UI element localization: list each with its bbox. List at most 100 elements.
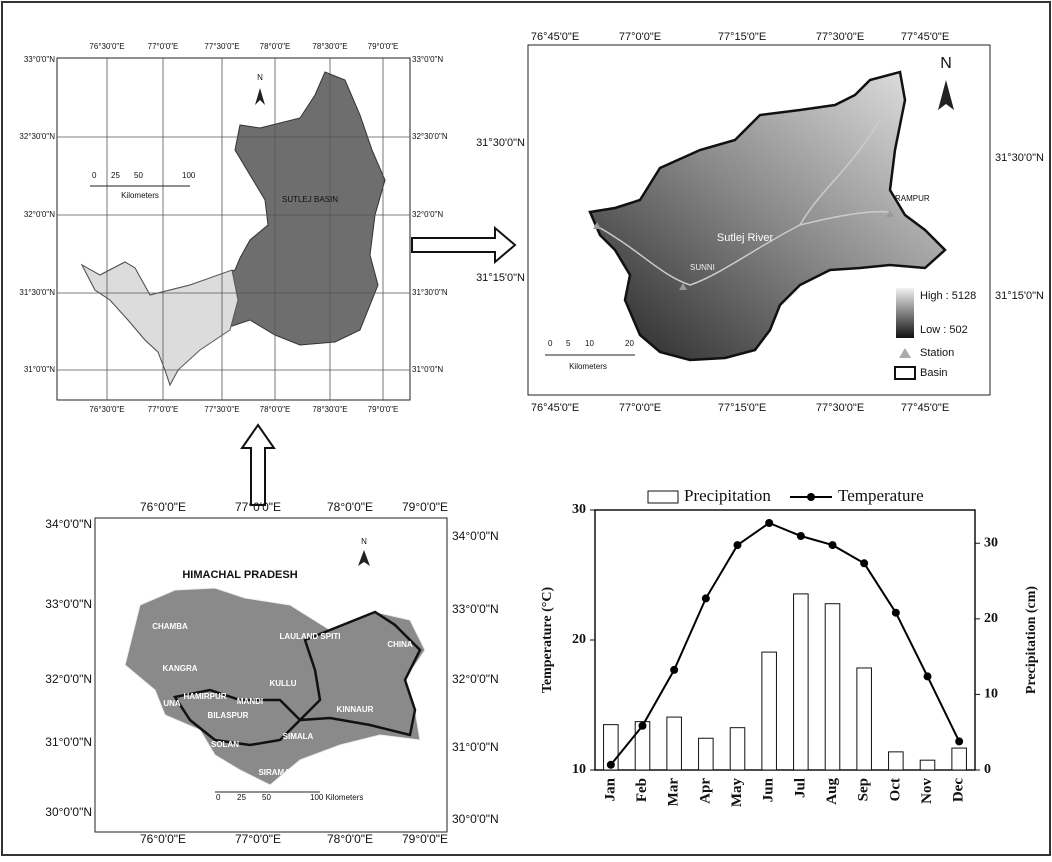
y2-tick-label: 10 xyxy=(984,687,998,702)
point xyxy=(607,761,615,769)
y-coord-label: 33°0'0"N xyxy=(452,602,499,616)
y-coord-label: 30°0'0"N xyxy=(45,805,92,819)
place-label: SUNNI xyxy=(690,263,715,272)
bar xyxy=(667,717,682,770)
legend-ramp xyxy=(896,288,914,338)
x-tick-label: Nov xyxy=(919,778,935,804)
plot-frame xyxy=(595,510,975,770)
x-coord-label: 79°0'0"E xyxy=(402,832,448,846)
legend-basin-label: Basin xyxy=(920,367,948,379)
y2-tick-label: 0 xyxy=(984,762,991,777)
x-coord-label: 78°30'0"E xyxy=(312,405,347,414)
basin-map: N 0 25 50 100 Kilometers SUTLEJ BASIN xyxy=(57,58,410,400)
scale-label: 0 xyxy=(548,339,553,348)
line xyxy=(611,523,959,765)
legend-swatch xyxy=(807,493,815,501)
x-coord-label: 77°0'0"E xyxy=(148,405,179,414)
arrow-right xyxy=(412,228,515,262)
district-label: CHINA xyxy=(387,640,413,649)
y-axis-title: Temperature (°C) xyxy=(540,587,555,694)
legend-basin xyxy=(895,367,915,379)
place-label: RAMPUR xyxy=(895,194,930,203)
scale-label: 25 xyxy=(237,793,246,802)
district-label: UNA xyxy=(163,699,181,708)
x-tick-label: Sep xyxy=(856,778,872,801)
point xyxy=(829,541,837,549)
y2-tick-label: 20 xyxy=(984,611,998,626)
scale-label: 25 xyxy=(111,171,120,180)
x-coord-label: 78°0'0"E xyxy=(260,405,291,414)
point xyxy=(955,737,963,745)
y-coord-label: 34°0'0"N xyxy=(452,529,499,543)
y-coord-label: 31°30'0"N xyxy=(995,152,1044,164)
scale-unit: Kilometers xyxy=(569,362,607,371)
y-coord-label: 33°0'0"N xyxy=(24,55,55,64)
scale-label: 0 xyxy=(92,171,97,180)
x-coord-label: 78°0'0"E xyxy=(327,832,373,846)
x-tick-label: Feb xyxy=(634,778,650,802)
y-coord-label: 31°0'0"N xyxy=(24,365,55,374)
y-tick-label: 10 xyxy=(572,762,586,777)
y-coord-label: 31°30'0"N xyxy=(19,288,55,297)
x-coord-label: 77°30'0"E xyxy=(204,42,239,51)
scale-label: 100 xyxy=(182,171,196,180)
y-coord-label: 34°0'0"N xyxy=(45,517,92,531)
x-coord-label: 77°45'0"E xyxy=(901,31,949,43)
x-coord-label: 77°0'0"E xyxy=(235,832,281,846)
y-coord-label: 32°0'0"N xyxy=(452,672,499,686)
x-coord-label: 76°30'0"E xyxy=(89,405,124,414)
scale-label: 5 xyxy=(566,339,571,348)
x-coord-label: 76°0'0"E xyxy=(140,500,186,514)
x-coord-label: 77°30'0"E xyxy=(816,402,864,414)
x-coord-label: 77°45'0"E xyxy=(901,402,949,414)
scale-label: 50 xyxy=(134,171,143,180)
x-tick-label: Jun xyxy=(761,777,777,802)
y-coord-label: 31°30'0"N xyxy=(476,137,525,149)
dem-map: RAMPUR Sutlej River SUNNI N 0 5 10 20 Ki… xyxy=(528,45,990,395)
y-coord-label: 32°30'0"N xyxy=(412,132,448,141)
x-tick-label: May xyxy=(729,778,745,808)
y-coord-label: 33°0'0"N xyxy=(412,55,443,64)
district-label: BILASPUR xyxy=(208,711,249,720)
north-label: N xyxy=(940,55,952,72)
x-coord-label: 78°30'0"E xyxy=(312,42,347,51)
point xyxy=(924,672,932,680)
x-coord-label: 76°0'0"E xyxy=(140,832,186,846)
point xyxy=(670,666,678,674)
x-coord-label: 76°30'0"E xyxy=(89,42,124,51)
district-label: MANDI xyxy=(237,697,263,706)
district-label: SOLAN xyxy=(211,740,239,749)
bar xyxy=(794,594,809,770)
x-coord-label: 77°0'0"E xyxy=(148,42,179,51)
y2-tick-label: 30 xyxy=(984,535,998,550)
state-map: N HIMACHAL PRADESH 0 25 50 100 Kilometer… xyxy=(95,518,447,832)
district-label: KULLU xyxy=(269,679,296,688)
y-coord-label: 32°0'0"N xyxy=(24,210,55,219)
legend-station-label: Station xyxy=(920,347,954,359)
figure: N 0 25 50 100 Kilometers SUTLEJ BASIN RA… xyxy=(0,0,1052,857)
x-tick-label: Mar xyxy=(666,778,682,807)
scale-label: 10 xyxy=(585,339,594,348)
scale-label: 20 xyxy=(625,339,634,348)
y-coord-label: 31°30'0"N xyxy=(412,288,448,297)
legend-low: Low : 502 xyxy=(920,324,968,336)
bar xyxy=(889,752,904,770)
point xyxy=(797,532,805,540)
y-coord-label: 32°0'0"N xyxy=(412,210,443,219)
x-coord-label: 78°0'0"E xyxy=(327,500,373,514)
y-coord-label: 32°0'0"N xyxy=(45,672,92,686)
state-title: HIMACHAL PRADESH xyxy=(182,569,297,581)
legend-swatch xyxy=(648,491,678,503)
x-tick-label: Apr xyxy=(697,778,713,804)
y2-axis-title: Precipitation (cm) xyxy=(1024,586,1039,695)
north-label: N xyxy=(257,73,263,82)
bar xyxy=(730,728,745,770)
point xyxy=(892,609,900,617)
scale-label: 50 xyxy=(262,793,271,802)
bar xyxy=(952,748,967,770)
x-coord-label: 77°30'0"E xyxy=(204,405,239,414)
y-coord-label: 32°30'0"N xyxy=(19,132,55,141)
y-coord-label: 31°0'0"N xyxy=(45,735,92,749)
x-coord-label: 77°30'0"E xyxy=(816,31,864,43)
x-coord-label: 76°45'0"E xyxy=(531,402,579,414)
